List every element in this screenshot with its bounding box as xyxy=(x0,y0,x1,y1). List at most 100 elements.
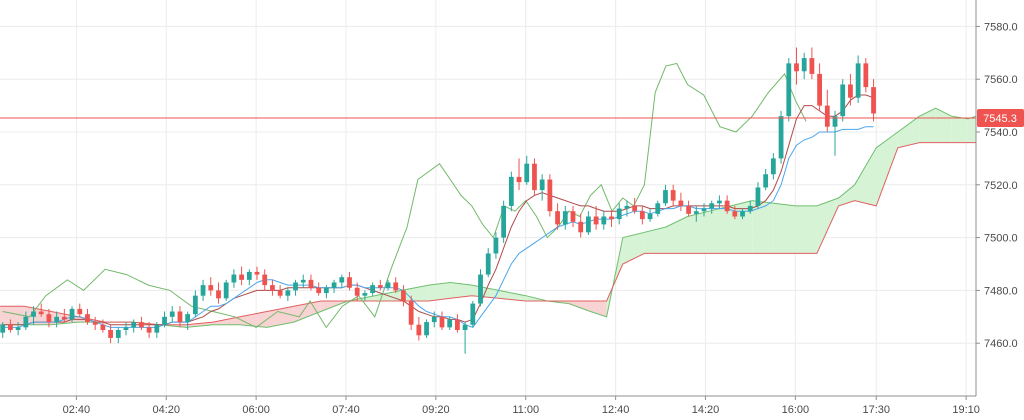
candle[interactable] xyxy=(416,316,422,341)
candle[interactable] xyxy=(485,248,491,278)
candle[interactable] xyxy=(809,47,815,80)
candle[interactable] xyxy=(724,195,730,214)
candle[interactable] xyxy=(61,308,67,323)
candle[interactable] xyxy=(586,211,591,235)
candle[interactable] xyxy=(385,279,391,291)
candle[interactable] xyxy=(54,311,60,328)
candle[interactable] xyxy=(115,327,121,344)
candle[interactable] xyxy=(701,203,707,217)
candle[interactable] xyxy=(709,200,715,214)
candle[interactable] xyxy=(516,158,522,191)
candle[interactable] xyxy=(539,174,545,201)
candle[interactable] xyxy=(254,266,260,280)
candle[interactable] xyxy=(239,266,244,286)
candle[interactable] xyxy=(362,290,368,301)
candles[interactable] xyxy=(0,47,876,354)
candle[interactable] xyxy=(270,279,275,296)
candle[interactable] xyxy=(192,290,198,317)
candle[interactable] xyxy=(354,282,360,301)
candle[interactable] xyxy=(770,153,776,180)
candle[interactable] xyxy=(146,322,152,338)
candle[interactable] xyxy=(454,314,460,333)
candle[interactable] xyxy=(139,316,144,330)
candle[interactable] xyxy=(108,324,113,344)
candle[interactable] xyxy=(493,232,499,259)
candle[interactable] xyxy=(470,300,476,328)
candle[interactable] xyxy=(0,322,6,338)
candle[interactable] xyxy=(778,110,784,164)
candle[interactable] xyxy=(693,205,699,222)
candle[interactable] xyxy=(863,58,869,93)
candle[interactable] xyxy=(855,55,861,103)
candle[interactable] xyxy=(663,184,668,206)
candle[interactable] xyxy=(447,316,453,330)
candle[interactable] xyxy=(308,274,314,291)
candle[interactable] xyxy=(462,322,468,354)
candle[interactable] xyxy=(431,311,437,328)
candle[interactable] xyxy=(670,184,676,206)
candle[interactable] xyxy=(801,52,807,80)
candle[interactable] xyxy=(824,89,830,132)
candle[interactable] xyxy=(69,306,75,323)
candle[interactable] xyxy=(246,269,252,286)
candle[interactable] xyxy=(578,213,584,238)
candle[interactable] xyxy=(786,58,792,122)
candle[interactable] xyxy=(200,279,206,301)
candle[interactable] xyxy=(555,203,560,230)
candle[interactable] xyxy=(747,200,753,214)
candle[interactable] xyxy=(285,287,291,301)
candle[interactable] xyxy=(393,277,399,294)
candle[interactable] xyxy=(23,311,29,330)
candle[interactable] xyxy=(92,316,98,330)
candle[interactable] xyxy=(508,171,514,212)
candle[interactable] xyxy=(647,208,653,222)
candle[interactable] xyxy=(616,203,622,225)
candle[interactable] xyxy=(185,311,191,330)
candle[interactable] xyxy=(131,319,137,333)
candle[interactable] xyxy=(732,205,738,220)
candle[interactable] xyxy=(609,211,614,228)
candle[interactable] xyxy=(794,47,799,85)
candle[interactable] xyxy=(717,195,722,209)
candle[interactable] xyxy=(601,211,607,230)
candle[interactable] xyxy=(8,319,13,333)
candle[interactable] xyxy=(562,205,568,230)
candle[interactable] xyxy=(532,158,537,196)
candle[interactable] xyxy=(123,322,129,336)
candle[interactable] xyxy=(501,200,507,243)
candle[interactable] xyxy=(624,200,630,217)
candle[interactable] xyxy=(655,200,661,217)
candle[interactable] xyxy=(678,192,684,212)
candle[interactable] xyxy=(632,198,638,214)
candle[interactable] xyxy=(755,182,761,209)
candle[interactable] xyxy=(339,274,345,288)
candle[interactable] xyxy=(871,79,876,122)
candle[interactable] xyxy=(686,200,691,217)
candle[interactable] xyxy=(323,285,329,299)
candle[interactable] xyxy=(277,285,283,299)
candle[interactable] xyxy=(439,311,445,330)
candle[interactable] xyxy=(547,174,553,217)
candle[interactable] xyxy=(38,303,44,317)
candle[interactable] xyxy=(593,205,599,230)
candle[interactable] xyxy=(300,274,306,288)
candle[interactable] xyxy=(85,308,90,325)
candle[interactable] xyxy=(639,205,645,225)
candle[interactable] xyxy=(216,282,221,304)
candle[interactable] xyxy=(370,282,376,296)
candle[interactable] xyxy=(208,277,214,296)
candle[interactable] xyxy=(231,269,237,288)
candle[interactable] xyxy=(154,322,160,338)
candle[interactable] xyxy=(524,155,530,185)
candle[interactable] xyxy=(763,168,769,191)
candle[interactable] xyxy=(840,79,846,122)
candle[interactable] xyxy=(377,279,383,291)
candle[interactable] xyxy=(100,319,106,333)
candle[interactable] xyxy=(46,308,52,328)
candle[interactable] xyxy=(817,63,822,111)
candle[interactable] xyxy=(77,303,83,317)
candle[interactable] xyxy=(408,295,414,330)
candle[interactable] xyxy=(316,282,322,296)
candle[interactable] xyxy=(177,306,183,328)
